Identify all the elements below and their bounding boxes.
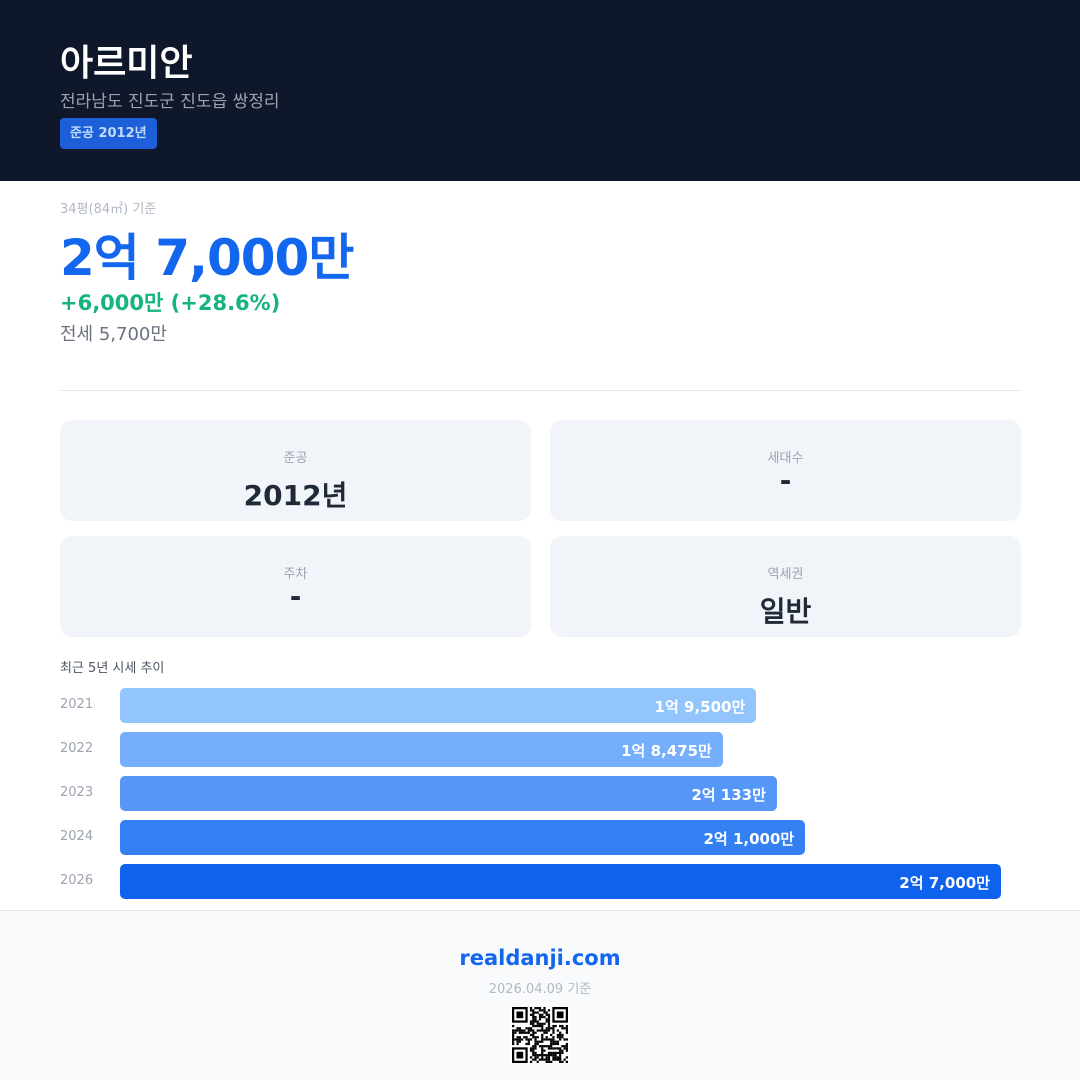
bar-row: 2021 1억 9,500만	[60, 688, 1020, 723]
card-value: 일반	[759, 595, 812, 628]
bar-label: 2억 7,000만	[899, 874, 990, 892]
card-station: 역세권 일반	[550, 536, 1021, 637]
bar: 1억 8,475만	[120, 732, 723, 767]
bar-label: 2억 133만	[691, 786, 766, 804]
card-value: -	[779, 464, 792, 497]
card-label: 준공	[283, 451, 308, 466]
reference-date: 2026.04.09 기준	[488, 982, 592, 997]
bar-row: 2023 2억 133만	[60, 776, 1020, 811]
card-parking: 주차 -	[60, 536, 531, 637]
address: 전라남도 진도군 진도읍 쌍정리	[60, 92, 280, 112]
card-value: 2012년	[243, 479, 348, 512]
bar-year: 2026	[60, 873, 94, 888]
bar-row: 2026 2억 7,000만	[60, 864, 1020, 899]
site-link[interactable]: realdanji.com	[459, 946, 621, 970]
bar: 2억 1,000만	[120, 820, 806, 855]
divider	[60, 390, 1021, 391]
bar-label: 1억 8,475만	[621, 742, 712, 760]
bar: 2억 133만	[120, 776, 777, 811]
bar: 1억 9,500만	[120, 688, 757, 723]
card-label: 역세권	[767, 567, 804, 582]
complex-title: 아르미안	[60, 43, 193, 84]
bar-year: 2021	[60, 697, 94, 712]
bar-row: 2022 1억 8,475만	[60, 732, 1020, 767]
footer: realdanji.com 2026.04.09 기준	[0, 910, 1080, 1080]
price-change: +6,000만 (+28.6%)	[60, 291, 281, 315]
bar: 2억 7,000만	[120, 864, 1001, 899]
card-households: 세대수 -	[550, 420, 1021, 521]
qr-code-icon	[510, 1007, 570, 1063]
bar-label: 1억 9,500만	[654, 698, 746, 716]
bar-year: 2022	[60, 741, 94, 756]
chart-title: 최근 5년 시세 추이	[60, 661, 165, 676]
card-label: 세대수	[767, 451, 804, 466]
jeonse-price: 전세 5,700만	[60, 324, 167, 345]
bar-row: 2024 2억 1,000만	[60, 820, 1020, 855]
header: 아르미안 전라남도 진도군 진도읍 쌍정리 준공 2012년	[0, 0, 1080, 181]
bar-year: 2023	[60, 785, 94, 800]
area-basis: 34평(84㎡) 기준	[60, 202, 157, 217]
card-completion: 준공 2012년	[60, 420, 531, 521]
price-value: 2억 7,000만	[60, 229, 354, 287]
card-value: -	[289, 580, 302, 613]
bar-label: 2억 1,000만	[703, 830, 795, 848]
card-label: 주차	[283, 567, 308, 582]
completion-badge: 준공 2012년	[60, 118, 157, 149]
bar-year: 2024	[60, 829, 94, 844]
